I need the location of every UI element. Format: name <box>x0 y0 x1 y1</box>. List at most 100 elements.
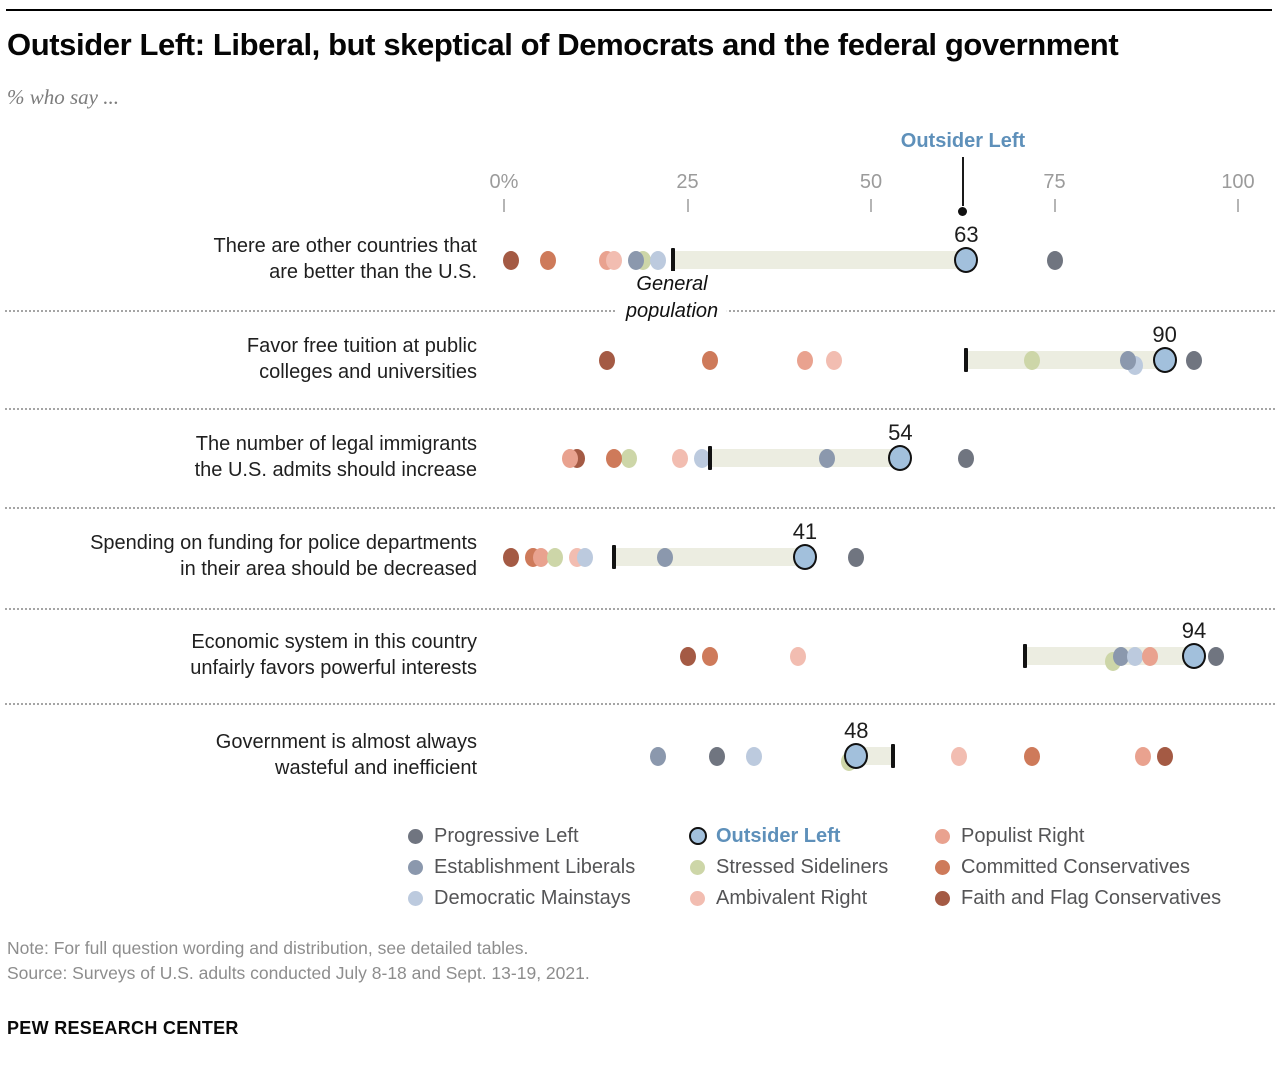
legend-label-committed_conservatives: Committed Conservatives <box>961 855 1190 878</box>
dot-populist_right <box>532 548 549 567</box>
axis-tick-mark <box>686 199 689 212</box>
legend-label-outsider_left: Outsider Left <box>716 824 841 847</box>
outsider-left-value: 48 <box>844 718 869 743</box>
dot-committed_conservatives <box>606 449 623 468</box>
row-label-line: Spending on funding for police departmen… <box>90 532 477 554</box>
dot-democratic_mainstays <box>745 747 762 766</box>
legend-dot-stressed_sideliners <box>690 859 705 875</box>
legend-item-ambivalent_right: Ambivalent Right <box>690 886 867 910</box>
legend-item-progressive_left: Progressive Left <box>408 824 579 848</box>
dot-democratic_mainstays <box>576 548 593 567</box>
dot-establishment_liberals <box>1119 351 1136 370</box>
general-population-label: General population <box>616 271 728 325</box>
dot-democratic_mainstays <box>694 449 711 468</box>
outsider-left-callout-label: Outsider Left <box>900 130 1026 152</box>
legend-dot-faith_flag_conservatives <box>935 890 950 906</box>
outsider-left-dot <box>888 445 913 471</box>
legend-item-outsider_left: Outsider Left <box>689 824 841 848</box>
legend-item-faith_flag_conservatives: Faith and Flag Conservatives <box>935 886 1221 910</box>
legend-dot-committed_conservatives <box>935 859 950 875</box>
row-label-line: in their area should be decreased <box>180 558 477 580</box>
row-label-line: There are other countries that <box>213 235 477 257</box>
general-population-tick <box>891 744 896 768</box>
legend-dot-ambivalent_right <box>690 890 705 906</box>
legend-label-stressed_sideliners: Stressed Sideliners <box>716 855 889 878</box>
page-title: Outsider Left: Liberal, but skeptical of… <box>7 27 1119 62</box>
axis-tick-label: 75 <box>1043 171 1066 193</box>
legend-item-establishment_liberals: Establishment Liberals <box>408 855 635 879</box>
dot-stressed_sideliners <box>1024 351 1041 370</box>
dot-ambivalent_right <box>951 747 968 766</box>
dot-ambivalent_right <box>826 351 843 370</box>
row-separator <box>5 507 1275 509</box>
general-population-tick <box>1023 644 1028 668</box>
legend-label-populist_right: Populist Right <box>961 824 1085 847</box>
row-label: There are other countries that are better… <box>7 233 477 285</box>
row-label-line: Economic system in this country <box>191 631 477 653</box>
dot-progressive_left <box>708 747 725 766</box>
row-label-line: The number of legal immigrants <box>195 433 477 455</box>
legend-label-democratic_mainstays: Democratic Mainstays <box>434 886 631 909</box>
general-population-tick <box>964 348 969 372</box>
source-text: Source: Surveys of U.S. adults conducted… <box>7 963 590 983</box>
general-population-tick <box>670 248 675 272</box>
axis-tick-label: 0% <box>489 171 519 193</box>
dot-ambivalent_right <box>789 647 806 666</box>
brand-wordmark: PEW RESEARCH CENTER <box>7 1018 239 1038</box>
row-label-line: unfairly favors powerful interests <box>190 657 477 679</box>
dot-faith_flag_conservatives <box>679 647 696 666</box>
outsider-left-value: 41 <box>792 519 818 544</box>
dot-progressive_left <box>1185 351 1202 370</box>
dot-stressed_sideliners <box>620 449 637 468</box>
row-label-line: colleges and universities <box>259 361 477 383</box>
outsider-left-value: 54 <box>888 420 913 445</box>
row-label: Government is almost always wasteful and … <box>7 729 477 781</box>
outsider-left-dot <box>1181 643 1206 669</box>
legend-item-stressed_sideliners: Stressed Sideliners <box>690 855 888 879</box>
dot-ambivalent_right <box>672 449 689 468</box>
dot-committed_conservatives <box>701 647 718 666</box>
row-label: Economic system in this country unfairly … <box>7 629 477 681</box>
dot-committed_conservatives <box>701 351 718 370</box>
dot-establishment_liberals <box>657 548 674 567</box>
dot-faith_flag_conservatives <box>598 351 615 370</box>
dot-democratic_mainstays <box>1127 647 1144 666</box>
dot-progressive_left <box>848 548 865 567</box>
dot-progressive_left <box>1046 251 1063 270</box>
note-text: Note: For full question wording and dist… <box>7 938 529 958</box>
dot-progressive_left <box>1207 647 1224 666</box>
dot-establishment_liberals <box>1112 647 1129 666</box>
row-separator <box>5 703 1275 705</box>
row-label-line: wasteful and inefficient <box>275 757 477 779</box>
legend-label-faith_flag_conservatives: Faith and Flag Conservatives <box>961 886 1222 909</box>
row-label-line: the U.S. admits should increase <box>194 459 477 481</box>
axis-tick-label: 50 <box>859 171 883 193</box>
legend-dot-progressive_left <box>408 828 423 844</box>
range-bar <box>966 351 1165 369</box>
row-label-line: Favor free tuition at public <box>246 335 477 357</box>
outsider-left-dot <box>844 743 869 769</box>
row-separator <box>5 408 1275 410</box>
dot-populist_right <box>1141 647 1158 666</box>
legend-dot-establishment_liberals <box>408 859 423 875</box>
subtitle: % who say ... <box>7 85 119 109</box>
outsider-left-value: 94 <box>1181 618 1207 643</box>
row-label: Favor free tuition at public colleges and… <box>7 333 477 385</box>
dot-populist_right <box>796 351 813 370</box>
dot-committed_conservatives <box>540 251 557 270</box>
row-label-line: are better than the U.S. <box>269 261 477 283</box>
legend-label-progressive_left: Progressive Left <box>434 824 579 847</box>
legend-label-ambivalent_right: Ambivalent Right <box>716 886 868 909</box>
callout-pointer-line <box>962 157 964 206</box>
outsider-left-dot <box>954 247 979 273</box>
outsider-left-dot <box>792 544 817 570</box>
top-border <box>6 9 1272 11</box>
dot-establishment_liberals <box>650 747 667 766</box>
range-bar <box>709 449 901 467</box>
general-population-line1: General <box>636 273 708 295</box>
axis-tick-label: 100 <box>1221 171 1255 193</box>
dot-establishment_liberals <box>818 449 835 468</box>
axis-tick-label: 25 <box>676 171 699 193</box>
dot-populist_right <box>562 449 579 468</box>
